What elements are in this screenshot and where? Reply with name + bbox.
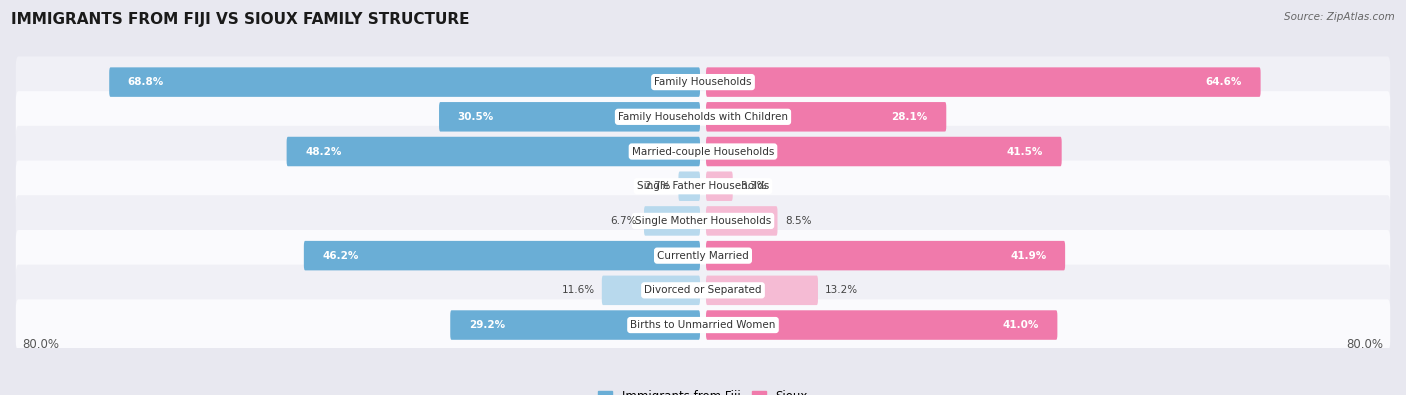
Text: Family Households with Children: Family Households with Children: [619, 112, 787, 122]
FancyBboxPatch shape: [706, 137, 1062, 166]
Text: 41.5%: 41.5%: [1007, 147, 1043, 156]
FancyBboxPatch shape: [450, 310, 700, 340]
Text: 6.7%: 6.7%: [610, 216, 637, 226]
Text: Divorced or Separated: Divorced or Separated: [644, 285, 762, 295]
Text: 11.6%: 11.6%: [561, 285, 595, 295]
FancyBboxPatch shape: [15, 56, 1391, 108]
FancyBboxPatch shape: [287, 137, 700, 166]
FancyBboxPatch shape: [706, 241, 1066, 271]
Text: 2.7%: 2.7%: [644, 181, 671, 191]
Text: 68.8%: 68.8%: [128, 77, 165, 87]
FancyBboxPatch shape: [110, 68, 700, 97]
FancyBboxPatch shape: [15, 160, 1391, 212]
FancyBboxPatch shape: [706, 310, 1057, 340]
FancyBboxPatch shape: [706, 68, 1261, 97]
Text: 64.6%: 64.6%: [1206, 77, 1241, 87]
Text: 41.0%: 41.0%: [1002, 320, 1039, 330]
FancyBboxPatch shape: [15, 126, 1391, 177]
Text: 3.3%: 3.3%: [740, 181, 766, 191]
FancyBboxPatch shape: [706, 276, 818, 305]
FancyBboxPatch shape: [679, 171, 700, 201]
FancyBboxPatch shape: [706, 171, 733, 201]
Text: 28.1%: 28.1%: [891, 112, 928, 122]
Text: 29.2%: 29.2%: [468, 320, 505, 330]
FancyBboxPatch shape: [439, 102, 700, 132]
Text: 48.2%: 48.2%: [305, 147, 342, 156]
Text: 13.2%: 13.2%: [825, 285, 859, 295]
FancyBboxPatch shape: [602, 276, 700, 305]
FancyBboxPatch shape: [706, 102, 946, 132]
FancyBboxPatch shape: [304, 241, 700, 271]
Text: 8.5%: 8.5%: [785, 216, 811, 226]
FancyBboxPatch shape: [706, 206, 778, 236]
Text: Married-couple Households: Married-couple Households: [631, 147, 775, 156]
FancyBboxPatch shape: [15, 265, 1391, 316]
Text: 30.5%: 30.5%: [457, 112, 494, 122]
Text: IMMIGRANTS FROM FIJI VS SIOUX FAMILY STRUCTURE: IMMIGRANTS FROM FIJI VS SIOUX FAMILY STR…: [11, 12, 470, 27]
Text: Single Father Households: Single Father Households: [637, 181, 769, 191]
Text: Currently Married: Currently Married: [657, 251, 749, 261]
Text: 80.0%: 80.0%: [22, 338, 59, 351]
Text: 41.9%: 41.9%: [1011, 251, 1046, 261]
FancyBboxPatch shape: [15, 91, 1391, 143]
FancyBboxPatch shape: [644, 206, 700, 236]
Text: 80.0%: 80.0%: [1347, 338, 1384, 351]
Text: 46.2%: 46.2%: [322, 251, 359, 261]
Legend: Immigrants from Fiji, Sioux: Immigrants from Fiji, Sioux: [593, 385, 813, 395]
Text: Source: ZipAtlas.com: Source: ZipAtlas.com: [1284, 12, 1395, 22]
Text: Family Households: Family Households: [654, 77, 752, 87]
FancyBboxPatch shape: [15, 299, 1391, 351]
Text: Single Mother Households: Single Mother Households: [636, 216, 770, 226]
FancyBboxPatch shape: [15, 195, 1391, 246]
Text: Births to Unmarried Women: Births to Unmarried Women: [630, 320, 776, 330]
FancyBboxPatch shape: [15, 230, 1391, 281]
